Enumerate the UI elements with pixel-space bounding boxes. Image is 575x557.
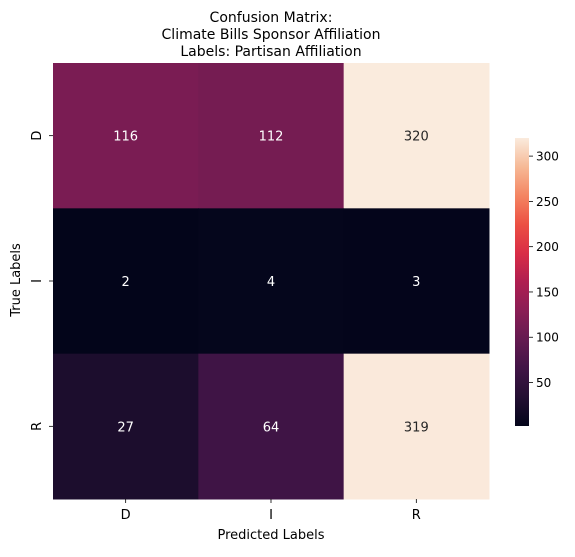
heatmap-cell-R-R (343, 353, 490, 500)
colorbar-tick-label-150: 150 (536, 285, 559, 299)
x-tick-label-R: R (412, 508, 421, 523)
heatmap-cell-I-D (53, 208, 199, 355)
colorbar-tick-label-50: 50 (536, 376, 551, 390)
x-axis-label: Predicted Labels (217, 528, 324, 543)
y-tick-label-D: D (30, 131, 45, 141)
chart-title-line-2: Climate Bills Sponsor Affiliation (162, 27, 381, 43)
chart-title-line-1: Confusion Matrix: (210, 10, 333, 26)
heatmap-cells (53, 63, 490, 500)
heatmap-cell-value-R-D: 27 (117, 420, 134, 435)
y-axis-ticks: D I R (30, 131, 53, 431)
heatmap-cell-R-D (53, 353, 199, 500)
colorbar-tick-label-200: 200 (536, 240, 559, 254)
heatmap-cell-D-I (198, 63, 345, 209)
heatmap-cell-value-D-R: 320 (404, 130, 429, 145)
heatmap-cell-D-D (53, 63, 199, 209)
y-axis-label: True Labels (9, 243, 24, 318)
x-tick-label-D: D (121, 508, 131, 523)
y-tick-label-I: I (30, 279, 45, 283)
heatmap-cell-value-D-D: 116 (113, 130, 138, 145)
colorbar-tick-label-100: 100 (536, 331, 559, 345)
x-tick-label-I: I (269, 508, 273, 523)
heatmap-cell-value-R-I: 64 (263, 420, 280, 435)
heatmap-cell-value-I-D: 2 (122, 275, 130, 290)
colorbar-ticks: 50 100 150 200 250 300 (529, 150, 559, 390)
colorbar-tick-label-250: 250 (536, 195, 559, 209)
heatmap-cell-value-D-I: 112 (259, 130, 284, 145)
colorbar (515, 138, 529, 426)
heatmap-cell-I-R (343, 208, 490, 355)
heatmap-cell-labels: 116 112 320 2 4 3 27 64 319 (113, 130, 428, 436)
chart-title-line-3: Labels: Partisan Affiliation (180, 44, 361, 60)
heatmap-cell-value-R-R: 319 (404, 420, 429, 435)
heatmap-cell-I-I (198, 208, 345, 355)
y-tick-label-R: R (30, 422, 45, 431)
heatmap-cell-value-I-I: 4 (267, 275, 275, 290)
heatmap-cell-R-I (198, 353, 345, 500)
heatmap-cell-value-I-R: 3 (412, 275, 420, 290)
colorbar-tick-label-300: 300 (536, 150, 559, 164)
heatmap-cell-D-R (343, 63, 490, 209)
